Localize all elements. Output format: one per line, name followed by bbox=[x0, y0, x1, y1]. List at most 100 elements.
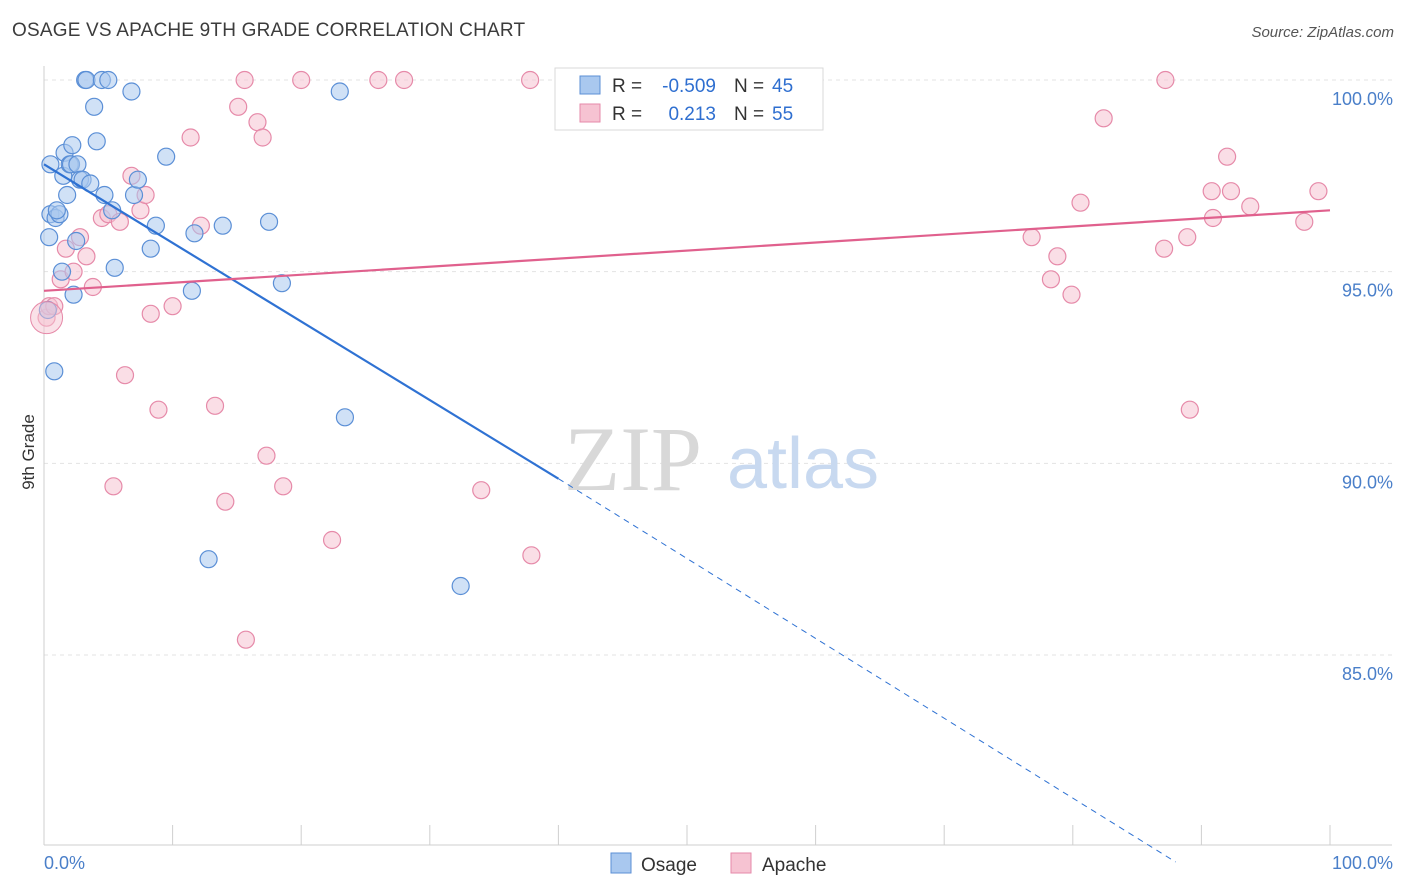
apache-point bbox=[257, 446, 276, 465]
source-credit: Source: ZipAtlas.com bbox=[1251, 24, 1394, 41]
apache-point bbox=[1048, 247, 1067, 266]
osage-point bbox=[259, 212, 279, 231]
trend-lines bbox=[43, 163, 1331, 863]
osage-point bbox=[213, 216, 232, 235]
apache-point bbox=[394, 70, 414, 90]
apache-point bbox=[1022, 228, 1041, 247]
data-points bbox=[30, 70, 1328, 649]
osage-point bbox=[77, 70, 96, 90]
osage-point bbox=[40, 228, 59, 247]
apache-point bbox=[521, 70, 540, 90]
apache-point bbox=[30, 301, 64, 335]
osage-r-label: R = bbox=[612, 76, 642, 97]
apache-point bbox=[1071, 193, 1090, 212]
osage-point bbox=[141, 239, 160, 258]
y-axis-label: 9th Grade bbox=[19, 414, 38, 490]
apache-point bbox=[229, 97, 248, 116]
x-tick-label: 100.0% bbox=[1332, 853, 1393, 873]
osage-point bbox=[63, 136, 82, 155]
watermark-atlas: atlas bbox=[727, 424, 879, 504]
apache-point bbox=[235, 70, 254, 90]
y-tick-label: 100.0% bbox=[1332, 89, 1393, 109]
apache-point bbox=[1295, 212, 1314, 231]
osage-point bbox=[45, 362, 64, 381]
osage-point bbox=[451, 576, 470, 596]
osage-point bbox=[52, 262, 72, 281]
apache-bottom-swatch bbox=[730, 852, 752, 874]
osage-point bbox=[105, 258, 124, 277]
osage-point bbox=[128, 170, 147, 189]
apache-point bbox=[1155, 239, 1174, 258]
zipatlas-watermark: ZIP atlas bbox=[564, 408, 879, 510]
y-tick-label: 85.0% bbox=[1342, 664, 1393, 684]
series-legend: Osage Apache bbox=[610, 852, 826, 876]
apache-point bbox=[253, 128, 272, 147]
apache-bottom-label: Apache bbox=[762, 855, 826, 876]
apache-point bbox=[1180, 400, 1199, 419]
apache-point bbox=[77, 247, 96, 266]
osage-point bbox=[58, 185, 77, 205]
osage-point bbox=[335, 408, 355, 427]
apache-point bbox=[131, 201, 150, 220]
apache-point bbox=[141, 304, 160, 323]
apache-point bbox=[216, 492, 235, 511]
apache-point bbox=[205, 396, 225, 415]
apache-n-value: 55 bbox=[772, 104, 793, 125]
apache-n-label: N = bbox=[734, 104, 764, 125]
apache-point bbox=[274, 477, 293, 496]
apache-point bbox=[1041, 270, 1061, 289]
apache-point bbox=[472, 481, 491, 500]
apache-point bbox=[104, 477, 123, 496]
stats-legend: R = -0.509 N = 45 R = 0.213 N = 55 bbox=[554, 67, 824, 131]
apache-point bbox=[236, 630, 256, 649]
apache-point bbox=[248, 113, 267, 132]
apache-point bbox=[163, 297, 182, 316]
osage-point bbox=[122, 82, 141, 101]
apache-point bbox=[292, 70, 311, 90]
osage-point bbox=[68, 155, 87, 174]
apache-point bbox=[1094, 109, 1113, 128]
apache-point bbox=[1309, 182, 1328, 201]
apache-point bbox=[1156, 70, 1175, 90]
x-tick-label: 0.0% bbox=[44, 853, 85, 873]
osage-point bbox=[157, 147, 176, 166]
osage-point bbox=[64, 285, 83, 304]
apache-point bbox=[1221, 182, 1241, 201]
apache-point bbox=[1218, 147, 1237, 166]
apache-point bbox=[369, 70, 388, 90]
watermark-zip: ZIP bbox=[564, 408, 702, 510]
apache-point bbox=[115, 366, 135, 385]
apache-r-value: 0.213 bbox=[668, 104, 716, 125]
osage-bottom-label: Osage bbox=[641, 855, 697, 876]
apache-r-label: R = bbox=[612, 104, 642, 125]
apache-point bbox=[322, 530, 342, 550]
osage-point bbox=[99, 70, 118, 90]
osage-point bbox=[199, 550, 218, 569]
osage-point bbox=[124, 185, 144, 205]
osage-n-label: N = bbox=[734, 76, 764, 97]
axes bbox=[43, 66, 1392, 846]
grid-lines bbox=[44, 79, 1392, 656]
chart-title: OSAGE VS APACHE 9TH GRADE CORRELATION CH… bbox=[12, 20, 526, 41]
osage-point bbox=[67, 231, 86, 251]
y-tick-label: 90.0% bbox=[1342, 472, 1393, 492]
osage-point bbox=[87, 132, 106, 151]
osage-point bbox=[272, 274, 292, 293]
osage-bottom-swatch bbox=[610, 852, 632, 874]
apache-point bbox=[1062, 285, 1081, 304]
y-tick-label: 95.0% bbox=[1342, 281, 1393, 301]
osage-trend-line bbox=[43, 163, 559, 480]
osage-point bbox=[182, 281, 201, 300]
apache-trend-line bbox=[43, 209, 1331, 292]
tick-labels: 85.0% 90.0% 95.0% 100.0% 0.0% 100.0% bbox=[44, 89, 1393, 873]
apache-point bbox=[1178, 228, 1197, 247]
apache-point bbox=[181, 128, 200, 147]
osage-point bbox=[47, 201, 66, 220]
osage-r-value: -0.509 bbox=[662, 76, 716, 97]
osage-n-value: 45 bbox=[772, 76, 793, 97]
osage-trend-extension bbox=[558, 478, 1176, 863]
osage-point bbox=[41, 155, 60, 174]
osage-legend-swatch bbox=[579, 75, 601, 95]
apache-point bbox=[149, 400, 168, 419]
